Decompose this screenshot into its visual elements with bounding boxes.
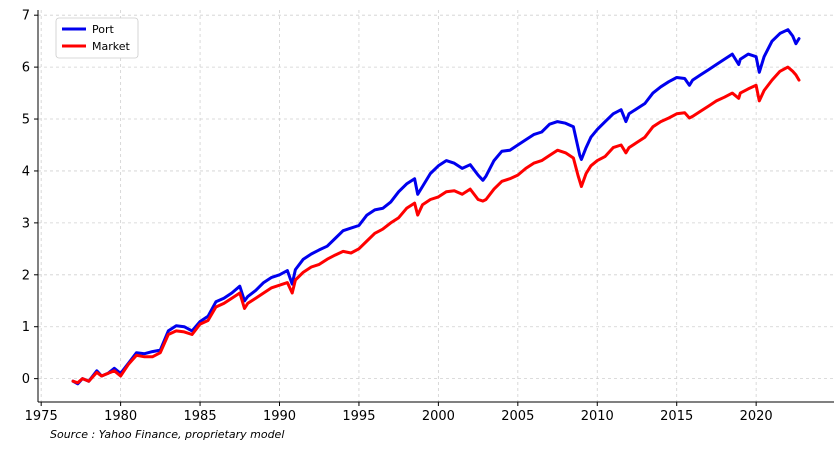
- x-tick-label: 2000: [422, 409, 455, 424]
- y-tick-label: 0: [22, 372, 30, 387]
- x-tick-label: 2010: [581, 409, 614, 424]
- y-tick-label: 2: [22, 268, 30, 283]
- series-line-port: [71, 28, 801, 386]
- y-tick-label: 1: [22, 320, 30, 335]
- legend-label-market: Market: [92, 40, 130, 53]
- source-note: Source : Yahoo Finance, proprietary mode…: [50, 428, 285, 441]
- y-tick-label: 6: [22, 61, 30, 76]
- x-tick-label: 1995: [342, 409, 375, 424]
- series-line-market: [71, 65, 801, 385]
- x-tick-label: 2020: [740, 409, 773, 424]
- x-tick-label: 1990: [263, 409, 296, 424]
- legend-label-port: Port: [92, 23, 114, 36]
- x-tick-label: 2005: [501, 409, 534, 424]
- x-tick-label: 1975: [25, 409, 58, 424]
- x-tick-label: 1980: [104, 409, 137, 424]
- x-tick-label: 2015: [660, 409, 693, 424]
- y-tick-label: 7: [22, 9, 30, 24]
- y-tick-label: 5: [22, 113, 30, 128]
- x-tick-label: 1985: [184, 409, 217, 424]
- y-tick-label: 4: [22, 164, 30, 179]
- y-tick-label: 3: [22, 216, 30, 231]
